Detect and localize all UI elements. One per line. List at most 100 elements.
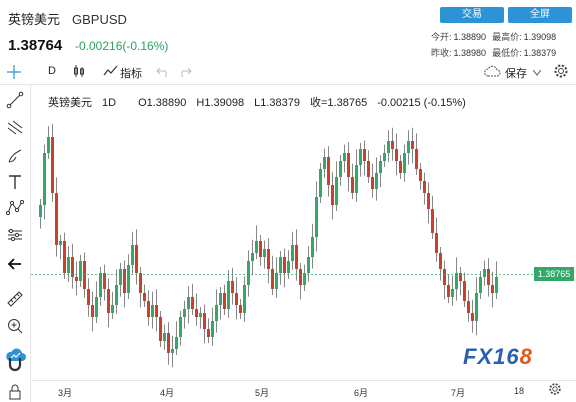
candle <box>491 271 494 308</box>
candle-body <box>347 153 350 177</box>
candle-body <box>375 173 378 189</box>
candle <box>451 275 454 306</box>
candle <box>387 130 390 162</box>
candle-body <box>239 305 242 313</box>
candle-body <box>403 153 406 173</box>
candle <box>63 232 66 279</box>
candle-body <box>315 197 318 237</box>
interval-selector[interactable]: D <box>48 65 56 77</box>
candle <box>143 284 146 307</box>
axis-settings-gear-icon[interactable] <box>548 382 562 401</box>
candle <box>327 146 330 197</box>
candlestick-chart[interactable] <box>31 85 536 385</box>
candle-body <box>323 157 326 169</box>
candle-body <box>395 149 398 161</box>
candle <box>479 271 482 299</box>
price-change: -0.00216(-0.16%) <box>75 39 169 53</box>
settings-gear-icon[interactable] <box>553 63 569 82</box>
candle-body <box>115 285 118 305</box>
high-label: 最高价: <box>492 32 522 42</box>
candle-body <box>255 241 258 253</box>
magnet-icon[interactable] <box>5 354 25 374</box>
candle-body <box>251 253 254 261</box>
candle <box>47 126 50 159</box>
candle <box>471 299 474 333</box>
candle <box>95 281 98 323</box>
candle <box>251 239 254 276</box>
candle-body <box>263 249 266 257</box>
candle <box>55 177 58 257</box>
candle-body <box>223 293 226 309</box>
candle-body <box>339 161 342 177</box>
undo-icon[interactable] <box>156 64 170 81</box>
fullscreen-button[interactable]: 全屏 <box>508 7 572 23</box>
pattern-tool-icon[interactable] <box>5 198 25 218</box>
candle-body <box>411 141 414 149</box>
candle-body <box>43 153 46 205</box>
candle <box>243 276 246 322</box>
candle <box>443 260 446 300</box>
candle-body <box>391 141 394 149</box>
trend-line-icon[interactable] <box>5 90 25 110</box>
candle <box>119 263 122 297</box>
candle-body <box>227 281 230 309</box>
candle <box>175 321 178 355</box>
fib-tool-icon[interactable] <box>5 118 25 138</box>
candle <box>291 231 294 270</box>
redo-icon[interactable] <box>178 64 192 81</box>
candle <box>463 272 466 307</box>
prev-close-value: 1.38980 <box>453 48 487 58</box>
candle <box>107 278 110 328</box>
legend-interval[interactable]: 1D <box>102 97 117 109</box>
save-button[interactable]: 保存 <box>505 68 527 80</box>
text-tool-icon[interactable] <box>5 172 25 192</box>
candle-body <box>91 305 94 317</box>
legend-high: H1.39098 <box>196 97 245 109</box>
zoom-in-icon[interactable] <box>5 316 25 336</box>
cloud-chart-icon[interactable] <box>5 345 27 365</box>
candle-body <box>283 257 286 273</box>
candle-body <box>83 261 86 289</box>
candle-body <box>99 273 102 297</box>
candle-body <box>419 169 422 181</box>
candle-body <box>51 137 54 193</box>
candle <box>163 324 166 350</box>
candle <box>111 291 114 319</box>
candle-body <box>491 285 494 293</box>
candle-body <box>415 149 418 169</box>
candle-body <box>215 305 218 321</box>
cloud-save-icon[interactable] <box>483 64 501 81</box>
candle-body <box>171 349 174 353</box>
candle-type-icon[interactable] <box>72 64 86 81</box>
candle-body <box>311 237 314 257</box>
candle-body <box>87 289 90 305</box>
candle-body <box>243 285 246 313</box>
candle <box>391 127 394 161</box>
candle <box>475 277 478 336</box>
candle <box>203 304 206 344</box>
legend-low: L1.38379 <box>254 97 300 109</box>
ruler-icon[interactable] <box>5 289 25 309</box>
candle <box>219 287 222 320</box>
legend-name: 英镑美元 <box>48 97 92 109</box>
candle-body <box>423 181 426 193</box>
candle <box>91 291 94 332</box>
candle-body <box>235 293 238 305</box>
prediction-tool-icon[interactable] <box>5 225 25 245</box>
save-dropdown-icon[interactable] <box>532 67 542 79</box>
candle-body <box>247 261 250 285</box>
crosshair-icon[interactable] <box>5 63 23 84</box>
indicators-button[interactable]: 指标 <box>120 68 142 80</box>
candle <box>231 267 234 305</box>
lock-icon[interactable] <box>5 382 25 402</box>
collapse-arrow-icon[interactable] <box>5 254 25 274</box>
candle-body <box>439 253 442 269</box>
brush-icon[interactable] <box>5 146 25 166</box>
indicators-icon[interactable] <box>103 64 119 81</box>
trade-button[interactable]: 交易 <box>440 7 504 23</box>
candle-body <box>107 289 110 313</box>
candle <box>379 155 382 188</box>
candle-body <box>363 149 366 161</box>
candle-body <box>151 305 154 317</box>
candle-body <box>55 193 58 245</box>
